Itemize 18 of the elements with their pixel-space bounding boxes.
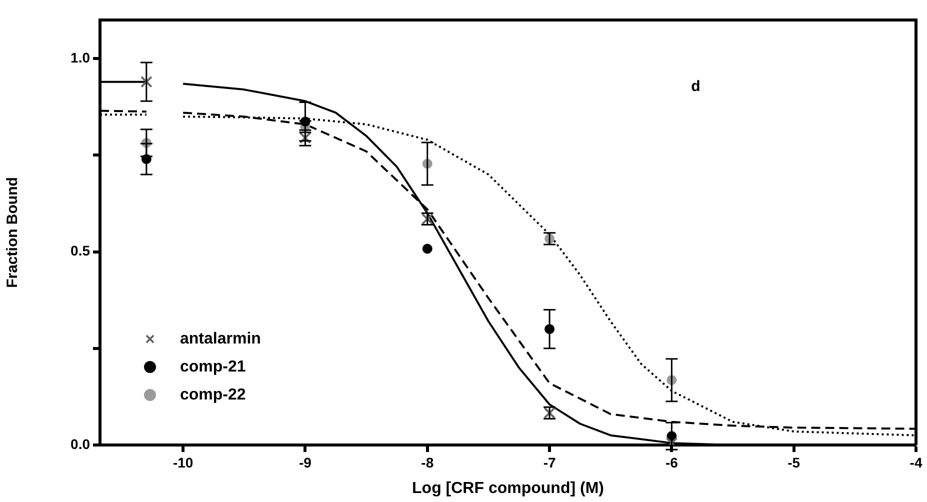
legend-label: comp-22 [180,386,246,404]
x-tick-label: -7 [543,454,556,470]
x-axis-title: Log [CRF compound] (M) [412,480,604,497]
y-axis-title: Fraction Bound [4,177,22,288]
x-tick-label: -8 [421,454,434,470]
x-tick-label: -6 [665,454,678,470]
x-tick-label: -10 [172,454,194,470]
legend-label: antalarmin [180,330,261,348]
legend-label: comp-21 [180,358,246,376]
point [422,244,432,254]
y-tick-label: 0.5 [70,242,90,259]
annotation: d [691,78,700,96]
y-tick-label: 0.0 [70,436,90,452]
y-tick-label: 1.0 [70,49,90,66]
x-tick-label: -5 [788,454,800,470]
x-tick-label: -4 [910,454,922,470]
x-tick-label: -9 [298,454,312,470]
point [140,76,152,88]
